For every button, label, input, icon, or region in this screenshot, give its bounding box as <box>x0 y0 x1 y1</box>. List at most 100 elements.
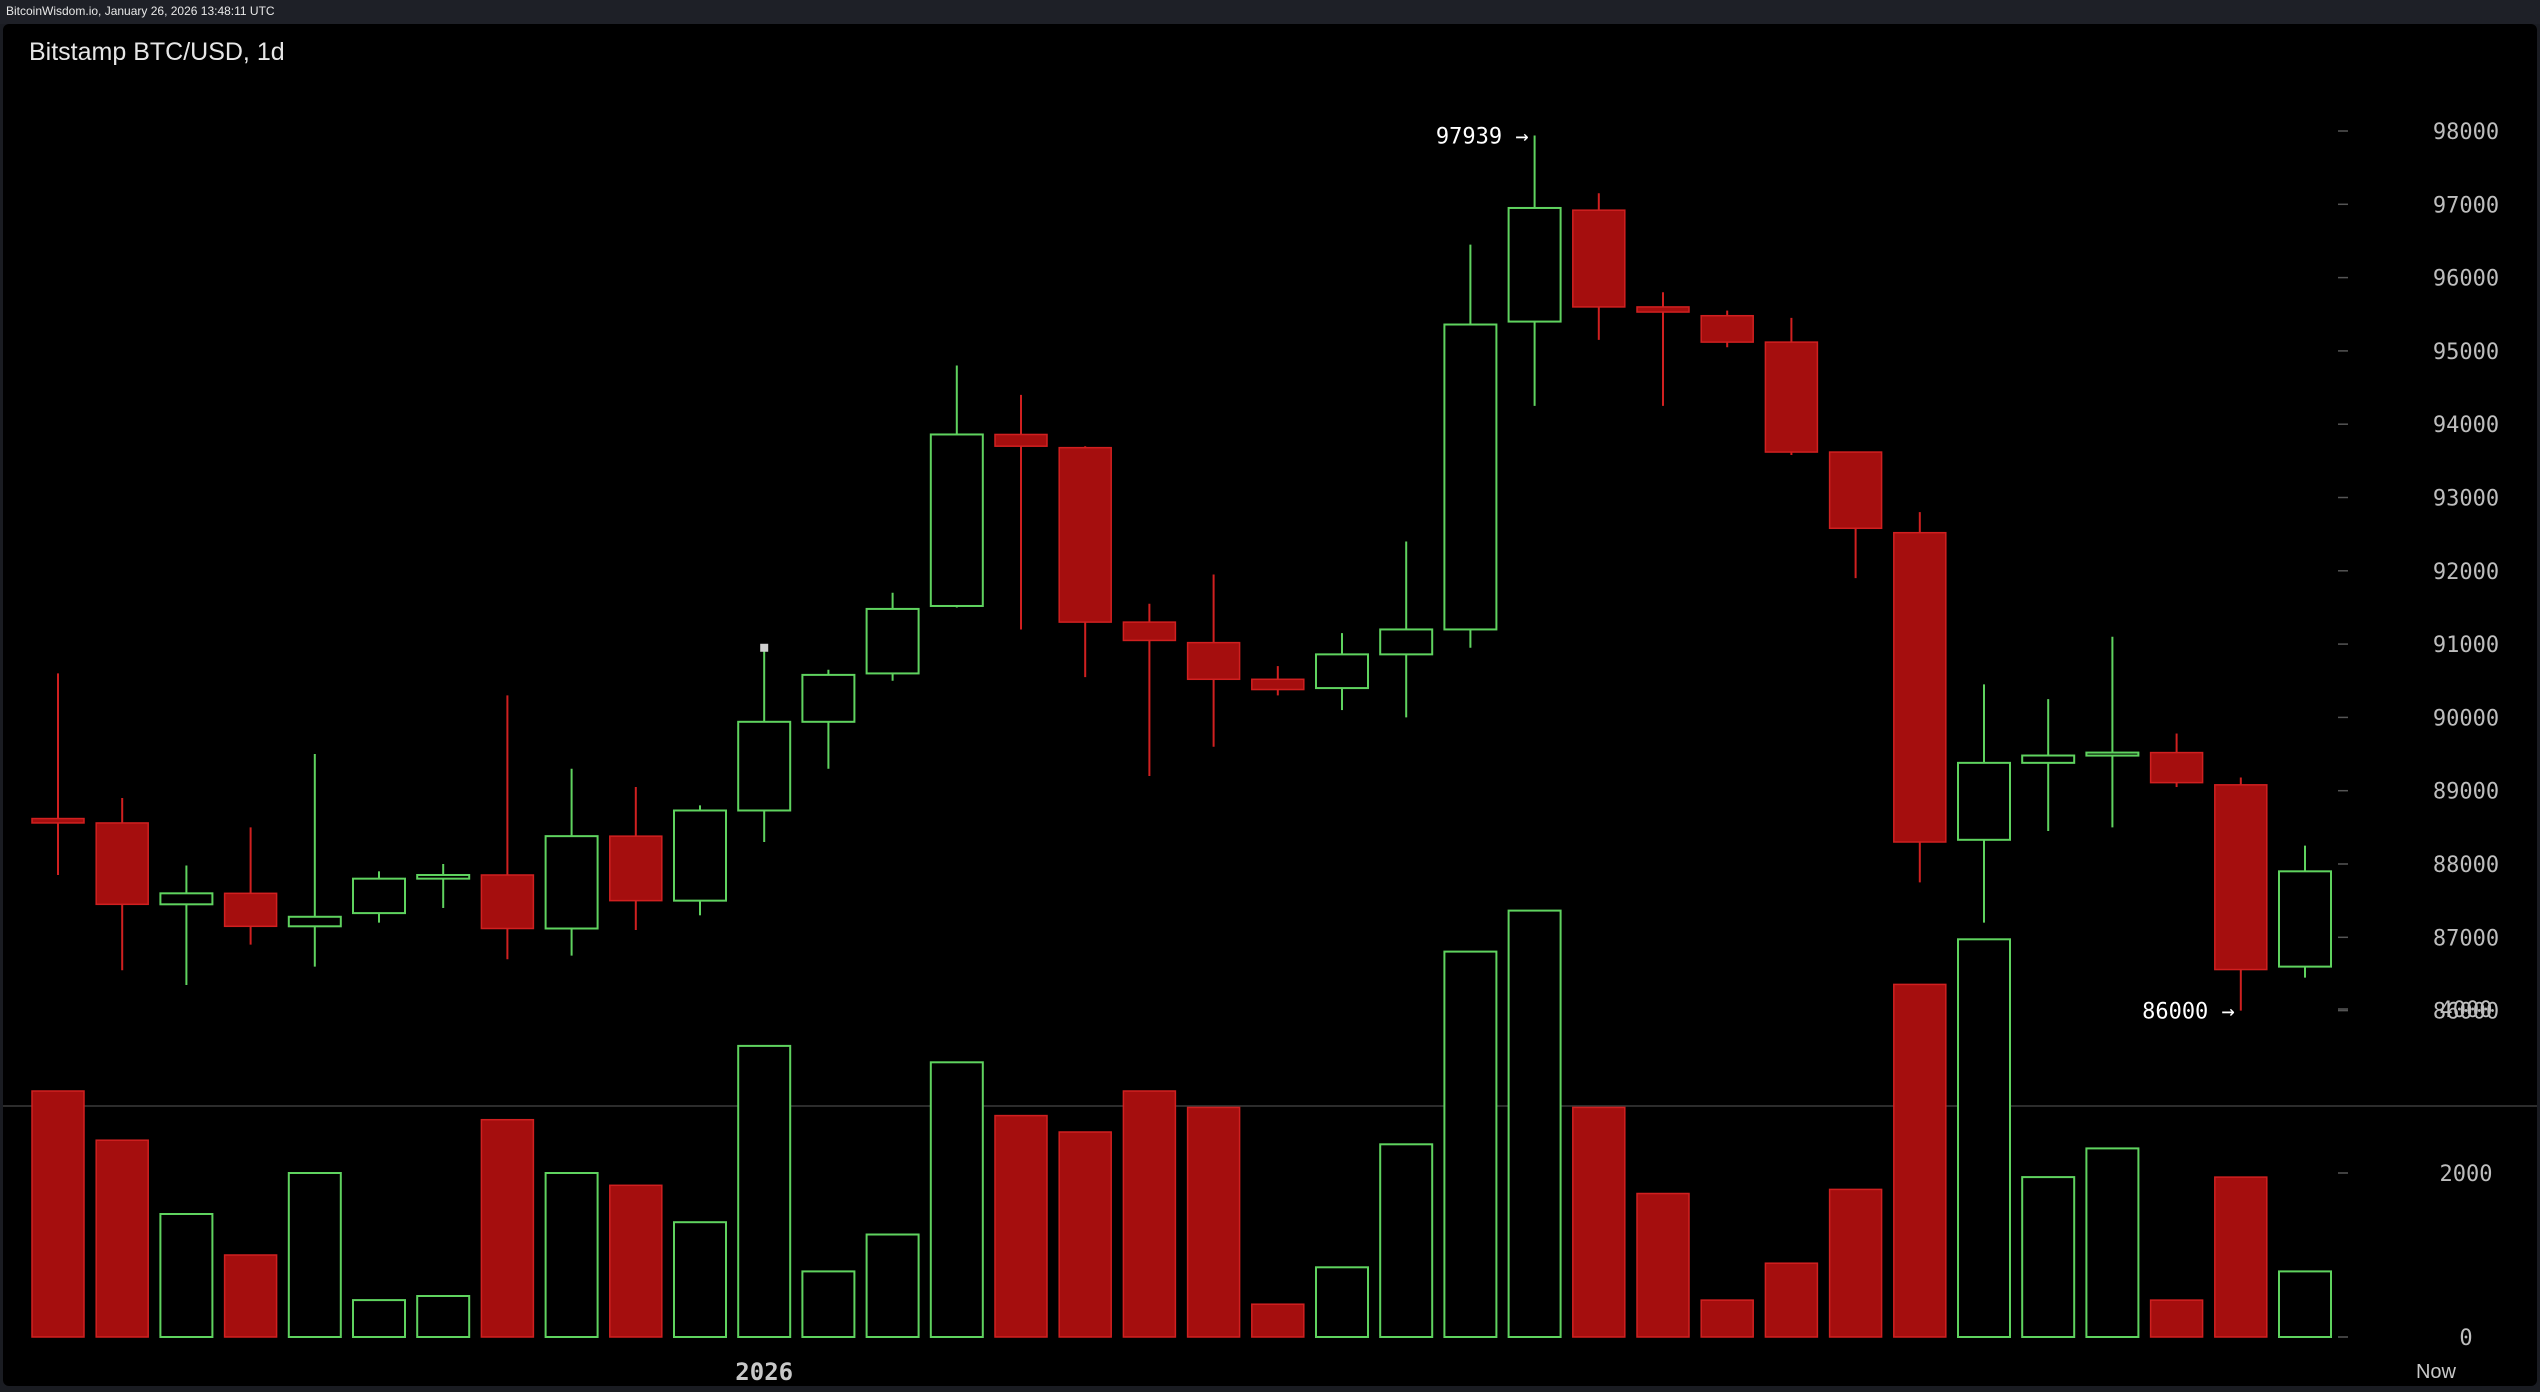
volume-tick-label: 0 <box>2459 1326 2472 1351</box>
top-bar: BitcoinWisdom.io, January 26, 2026 13:48… <box>0 0 2540 24</box>
candle-body-down <box>1700 314 1754 343</box>
candle-body-down <box>2149 751 2204 784</box>
candle-body-up <box>544 835 599 930</box>
chart-title: Bitstamp BTC/USD, 1d <box>29 38 285 66</box>
volume-axis: 0 2000 4000 <box>2338 998 2492 1351</box>
volume-bar-down <box>223 1254 278 1338</box>
annotation-high: 97939 → <box>1436 124 1529 149</box>
candle-body-down <box>609 835 663 902</box>
candle-body-up <box>2021 754 2076 764</box>
candle <box>1572 193 1626 340</box>
candle-body-up <box>1507 206 1562 323</box>
volume-bar-up <box>929 1061 984 1339</box>
volume-tick-label: 4000 <box>2440 998 2493 1023</box>
candle <box>1636 292 1690 406</box>
candle-body-down <box>1764 341 1819 453</box>
candle <box>159 865 214 985</box>
candle-body-down <box>1186 641 1241 681</box>
volume-bar-down <box>1251 1303 1305 1338</box>
candle <box>287 754 342 967</box>
volume-bar-down <box>31 1090 85 1338</box>
volume-bar-up <box>1315 1266 1369 1339</box>
volume-bar-down <box>95 1139 149 1338</box>
candle <box>480 695 535 960</box>
candle <box>1379 541 1434 718</box>
candle <box>352 871 406 923</box>
volume-bar-up <box>416 1295 471 1338</box>
candle <box>994 394 1048 630</box>
candle <box>2278 845 2332 978</box>
candle-body-down <box>95 822 149 906</box>
volume-bar-up <box>2021 1176 2076 1338</box>
candle <box>673 805 727 916</box>
candle <box>2085 636 2140 828</box>
candle <box>544 768 599 956</box>
candle <box>1828 451 1883 579</box>
candle <box>1315 633 1369 711</box>
volume-bar-down <box>1186 1106 1241 1338</box>
candle <box>1058 446 1112 678</box>
y-tick-label: 88000 <box>2433 853 2499 878</box>
candle <box>2021 699 2076 832</box>
candle <box>929 365 984 608</box>
candle <box>1893 512 1947 883</box>
marker-square <box>760 643 769 652</box>
y-tick-label: 90000 <box>2433 706 2499 731</box>
candle-body-up <box>801 673 856 723</box>
volume-bar-up <box>159 1213 214 1338</box>
volume-bar-up <box>544 1172 599 1338</box>
x-label-2026: 2026 <box>735 1358 793 1386</box>
volume-bar-up <box>2085 1147 2140 1339</box>
volume-bar-up <box>1443 950 1498 1338</box>
candle-body-down <box>480 874 535 930</box>
candle-body-down <box>1828 451 1883 530</box>
candle-body-up <box>1957 761 2011 841</box>
volume-bar-down <box>1828 1188 1883 1338</box>
y-tick-label: 91000 <box>2433 633 2499 658</box>
candle <box>1122 603 1177 777</box>
volume-bar-down <box>480 1118 535 1338</box>
volume-bars <box>31 909 2332 1339</box>
candle-body-down <box>2214 784 2268 971</box>
volume-bar-up <box>737 1044 792 1339</box>
candle-body-up <box>929 433 984 607</box>
source-timestamp: BitcoinWisdom.io, January 26, 2026 13:48… <box>6 4 275 18</box>
candle <box>416 864 471 908</box>
volume-bar-down <box>994 1114 1048 1338</box>
volume-bar-down <box>1058 1131 1112 1338</box>
candle-body-up <box>737 720 792 812</box>
candle <box>1957 684 2011 923</box>
candle <box>2149 733 2204 788</box>
volume-bar-up <box>1379 1143 1434 1339</box>
candle <box>1186 574 1241 747</box>
candle-body-up <box>2085 751 2140 757</box>
candle-body-up <box>865 607 920 675</box>
candle-body-down <box>1572 209 1626 308</box>
volume-bar-down <box>1700 1299 1754 1338</box>
y-tick-label: 97000 <box>2433 193 2499 218</box>
volume-tick-label: 2000 <box>2440 1162 2493 1187</box>
candle-body-down <box>1251 678 1305 691</box>
candle <box>2214 777 2268 1011</box>
candle-body-up <box>1379 628 1434 656</box>
volume-bar-down <box>1572 1106 1626 1338</box>
volume-bar-down <box>1636 1192 1690 1338</box>
volume-bar-down <box>2214 1176 2268 1338</box>
candle <box>1443 244 1498 648</box>
y-tick-label: 89000 <box>2433 780 2499 805</box>
candle <box>1251 666 1305 696</box>
y-tick-label: 86000 <box>2433 1000 2499 1025</box>
candle-body-down <box>31 817 85 824</box>
candle-body-up <box>416 873 471 880</box>
annotation-low: 86000 → <box>2142 1000 2235 1025</box>
candles <box>31 135 2332 1011</box>
volume-bar-up <box>673 1221 727 1338</box>
candle-body-up <box>1443 323 1498 631</box>
volume-bar-up <box>1957 938 2011 1338</box>
candle <box>1507 135 1562 406</box>
volume-bar-up <box>2278 1270 2332 1339</box>
candle <box>737 647 792 843</box>
candle-body-down <box>1636 306 1690 313</box>
y-tick-label: 95000 <box>2433 340 2499 365</box>
